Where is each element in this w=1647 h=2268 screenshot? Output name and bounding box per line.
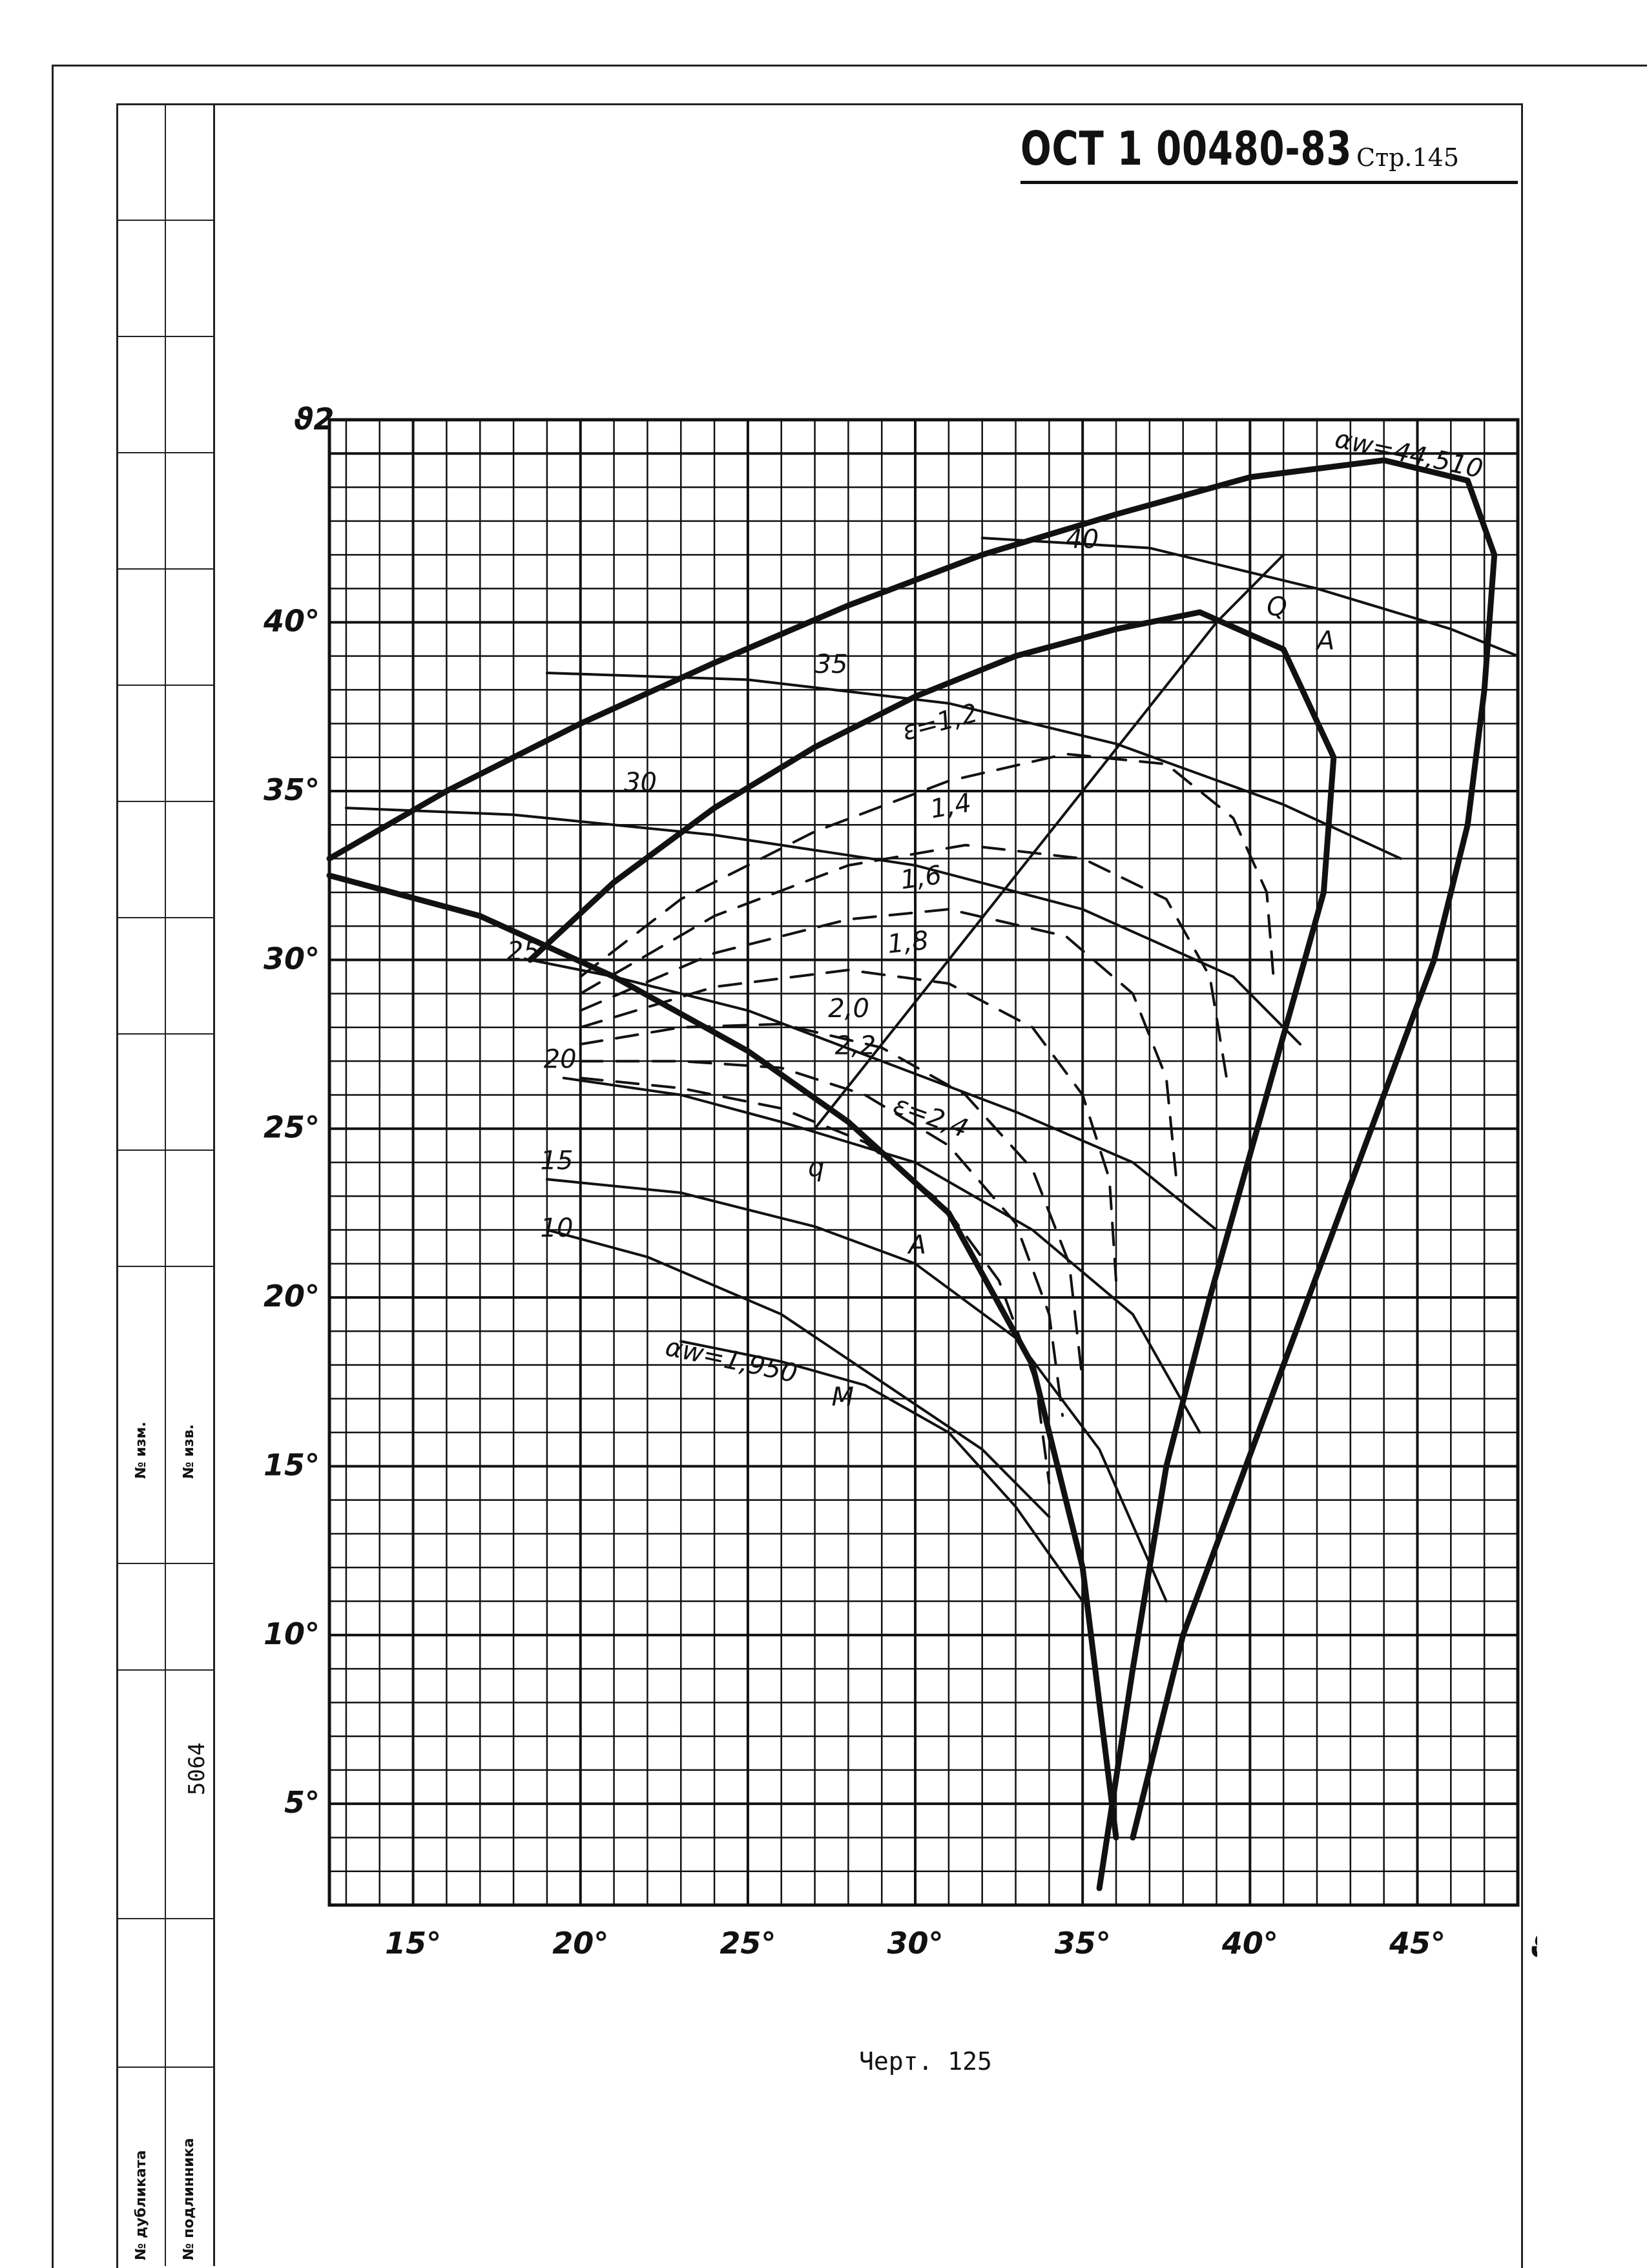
series-line-20 (562, 1077, 1201, 1434)
series-line-eps-2-0 (579, 1022, 1084, 1383)
stamp-inv-number: 5064 (184, 1742, 210, 1795)
z-line-label: 15 (541, 1146, 574, 1175)
y-tick-label: 25° (264, 1110, 320, 1145)
series-line-35 (545, 672, 1402, 860)
y-tick-label: 40° (263, 604, 320, 639)
x-tick-label: 25° (720, 1926, 776, 1961)
series-line-q-Q-line (813, 553, 1285, 1130)
point-m-label: M (831, 1382, 854, 1412)
z-line-label: 25 (507, 936, 540, 966)
series-line-eps-1-4 (579, 843, 1228, 1080)
series-line-15 (545, 1178, 1168, 1603)
z-line-label: 10 (541, 1213, 574, 1243)
series-line-alpha-w-max (326, 457, 1498, 861)
x-tick-label: 35° (1055, 1926, 1111, 1961)
x-tick-label: 20° (552, 1926, 608, 1961)
y-axis-label: ϑ2 (294, 402, 334, 437)
series-line-40 (980, 537, 1519, 657)
chart-ticks: 15° 20° 25° 30° 35° 40° 45° 5° 10° 15° 20° 25° 30° 35… (263, 402, 1537, 1964)
series-line-eps-2-2 (579, 1060, 1064, 1417)
eps-line-label: 2,0 (828, 994, 869, 1024)
series-line-alpha-w-max-right (1130, 821, 1471, 1840)
x-tick-label: 30° (887, 1926, 944, 1961)
series-line-Q-curve (527, 609, 1337, 1892)
y-tick-label: 10° (264, 1616, 320, 1651)
stamp-label-change: № изм. (133, 1421, 149, 1479)
stamp-label-duplicate: № дубликата (133, 2150, 149, 2261)
figure-caption: Черт. 125 (859, 2047, 992, 2076)
z-line-label: 20 (544, 1045, 577, 1075)
x-tick-label: 40° (1221, 1926, 1278, 1961)
series-line-M-curve (326, 872, 1119, 1840)
eps-line-label: ε=1,2 (899, 698, 981, 747)
point-a-upper-label: A (1315, 626, 1334, 655)
doc-code: ОСТ 1 00480-83 (1020, 121, 1352, 176)
point-Q-label: Q (1267, 592, 1287, 622)
series-line-eps-1-8 (579, 969, 1117, 1282)
page-frame-outer (52, 65, 1647, 2268)
eps-line-label: 1,8 (886, 925, 930, 959)
series-line-eps-1-6 (579, 908, 1178, 1181)
stamp-label-original: № подлинника (181, 2138, 197, 2260)
point-q-label: q (808, 1153, 824, 1182)
alpha-w-max-label: αw=44,510 (1332, 424, 1486, 484)
point-a-lower-label: A (907, 1230, 926, 1260)
x-tick-label: 15° (385, 1926, 441, 1961)
z-line-label: 35 (815, 650, 848, 679)
series-line-30 (344, 807, 1302, 1046)
y-tick-label: 20° (264, 1279, 320, 1314)
series-line-alpha-w-min (679, 1340, 1084, 1603)
eps-line-label: 2,2 (835, 1031, 876, 1061)
eps-line-label: 1,6 (898, 860, 943, 895)
chart-series (326, 457, 1519, 1892)
drawing-frame (116, 103, 1523, 2268)
stamp-label-change2: № изв. (181, 1424, 197, 1479)
x-axis-label: ϑ1 (1531, 1929, 1537, 1964)
alpha-w-min-label: αw=1,950 (663, 1332, 800, 1389)
chart-grid (327, 418, 1520, 1907)
nomogram-chart: 15° 20° 25° 30° 35° 40° 45° 5° 10° 15° 20° 25° 30° 35… (263, 402, 1537, 1964)
x-tick-label: 45° (1389, 1926, 1445, 1961)
side-stamp-column (116, 103, 215, 2266)
series-line-eps-2-4 (579, 1077, 1051, 1485)
y-tick-label: 35° (264, 772, 320, 807)
series-line-10 (545, 1228, 1051, 1518)
z-line-label: 40 (1066, 525, 1099, 555)
y-tick-label: 30° (264, 941, 320, 976)
document-header: ОСТ 1 00480-83 Стр.145 (1020, 116, 1518, 184)
eps-line-label: 1,4 (928, 788, 974, 824)
y-tick-label: 15° (264, 1447, 320, 1482)
page-number: Стр.145 (1356, 143, 1460, 172)
series-line-eps-1-2 (579, 752, 1275, 978)
y-tick-label: 5° (284, 1785, 320, 1820)
z-line-label: 30 (624, 768, 657, 798)
